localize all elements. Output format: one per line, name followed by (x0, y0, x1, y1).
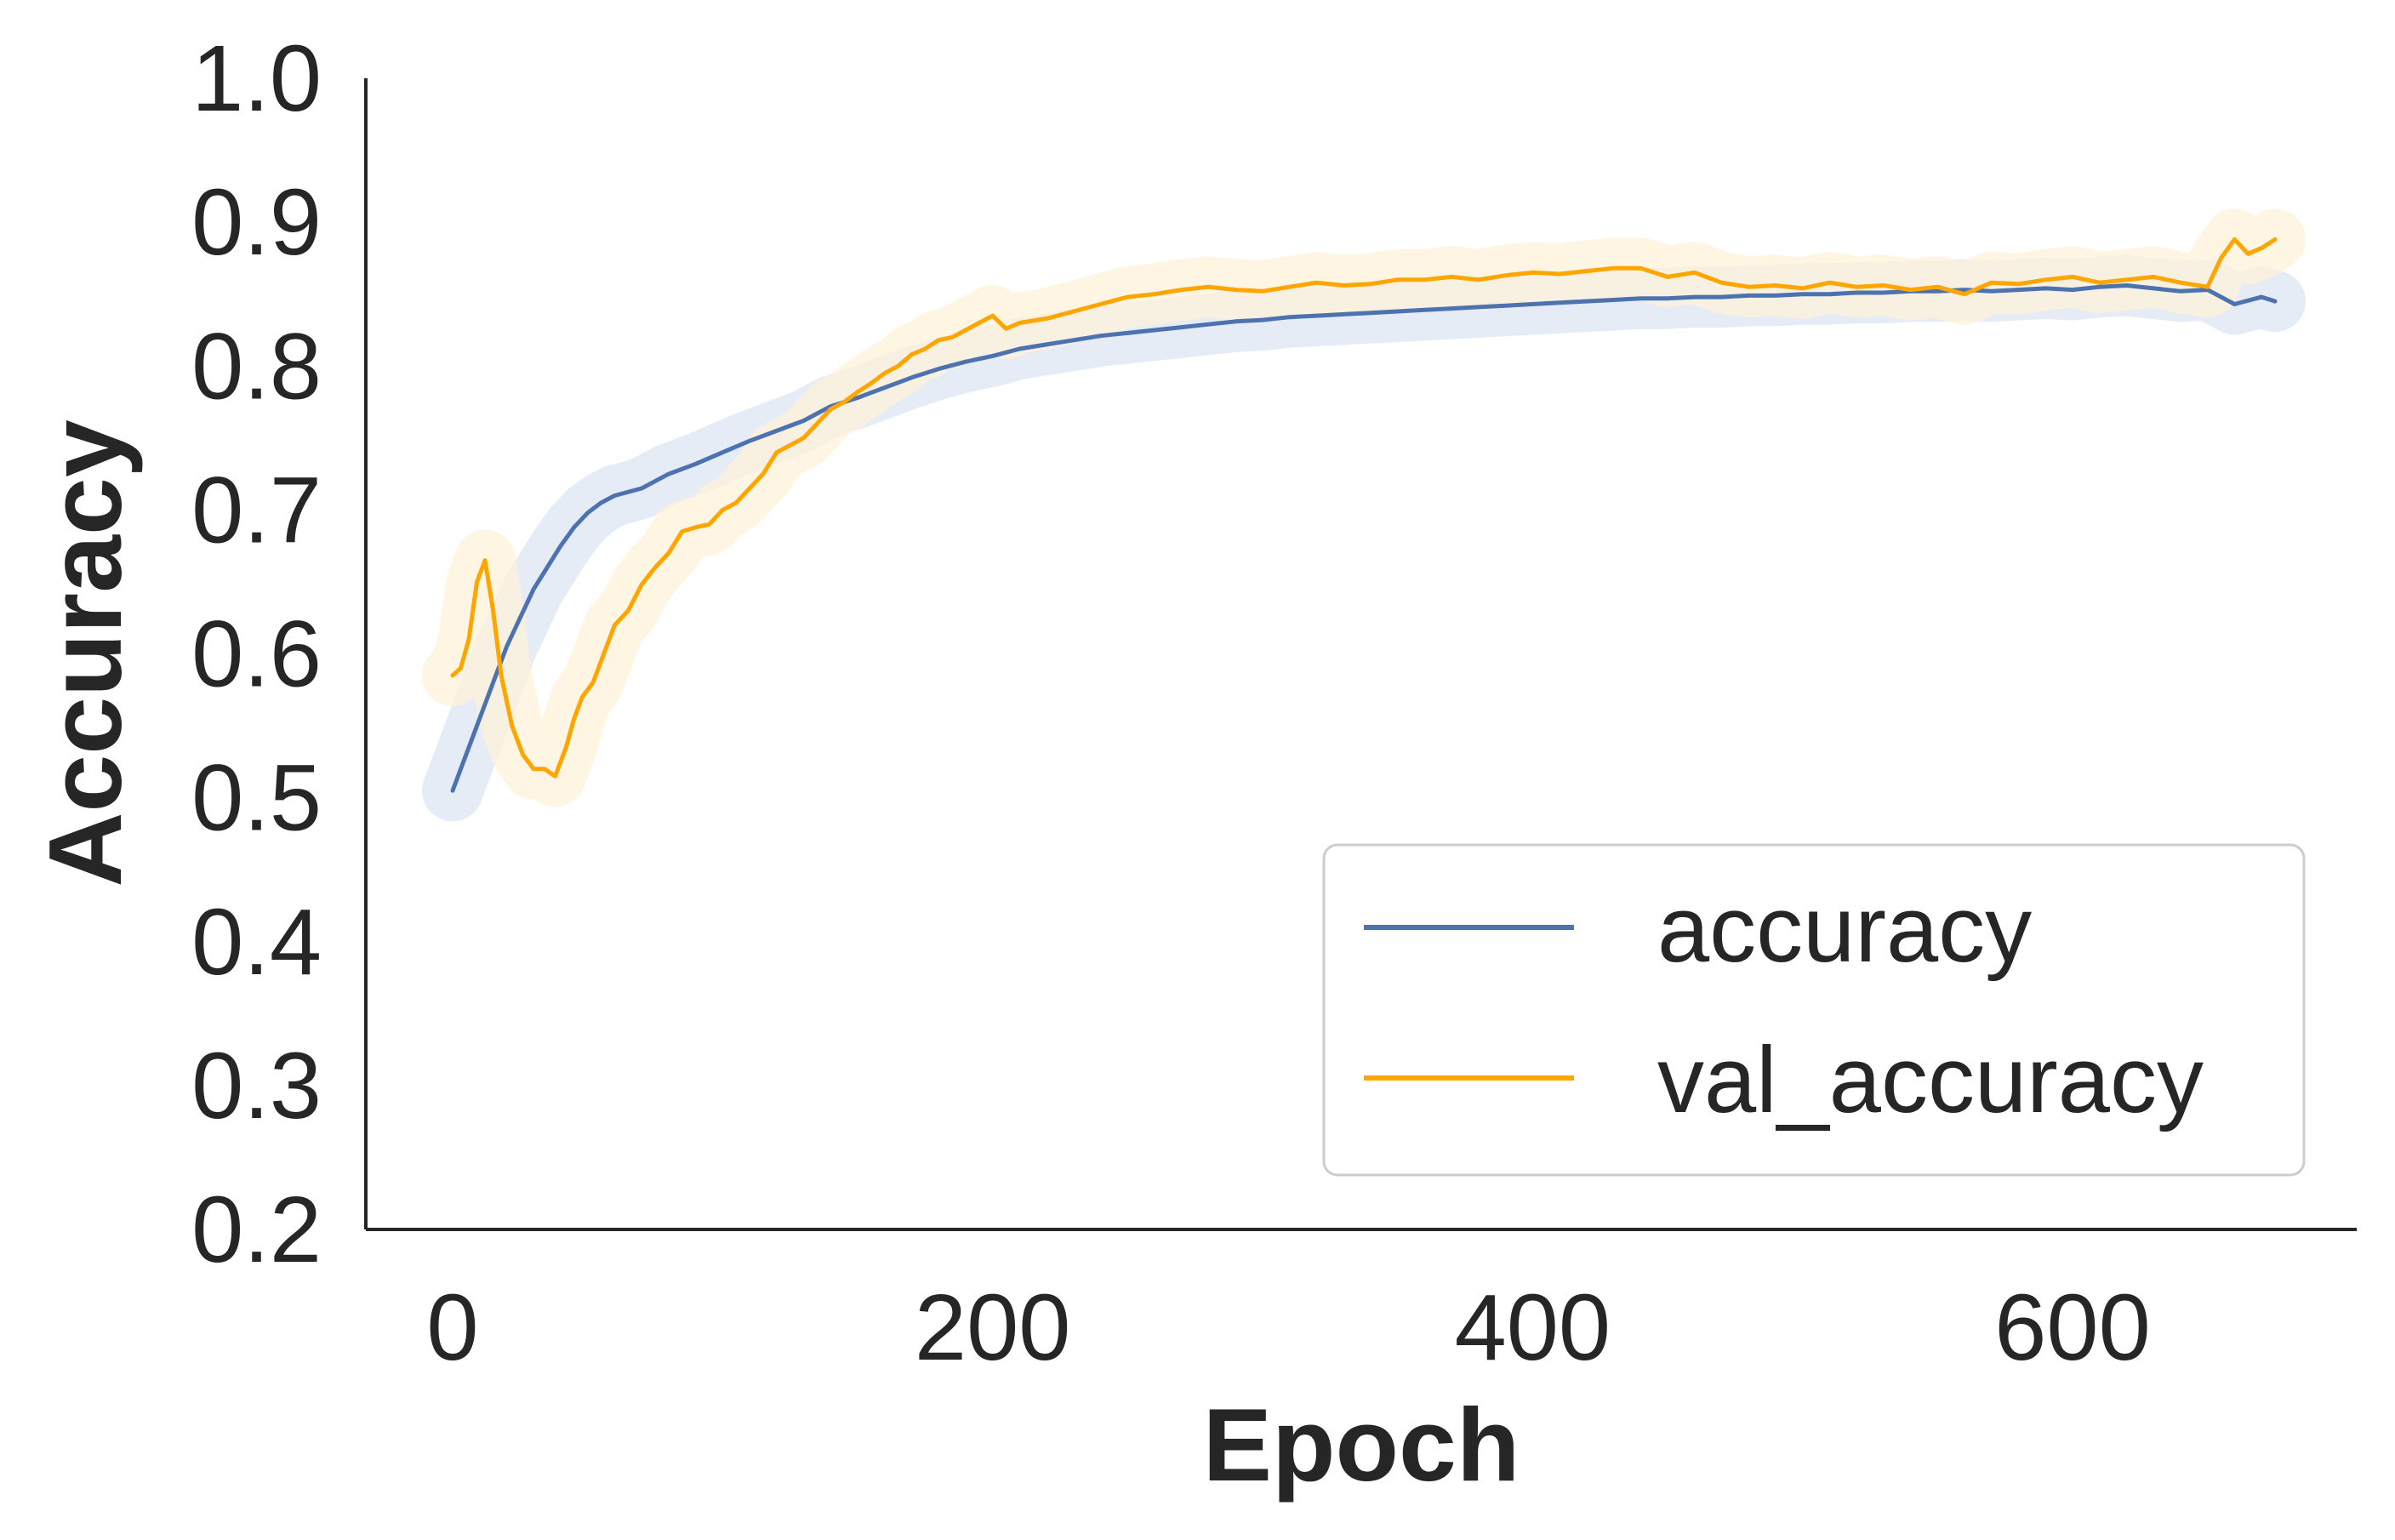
y-tick-label: 0.4 (191, 890, 322, 995)
x-axis-label: Epoch (1203, 1387, 1520, 1503)
x-tick-label: 0 (426, 1275, 478, 1380)
y-tick-label: 0.7 (191, 458, 322, 562)
axes (364, 78, 2357, 1231)
y-tick-label: 0.5 (191, 746, 322, 851)
legend-label-val-accuracy: val_accuracy (1657, 1028, 2204, 1132)
series-lines (450, 237, 2278, 793)
y-tick-label: 0.6 (191, 602, 322, 707)
x-tick-label: 400 (1455, 1275, 1611, 1380)
y-tick-label: 0.2 (191, 1178, 322, 1282)
y-tick-label: 0.3 (191, 1034, 322, 1138)
x-tick-labels: 0 200 400 600 (426, 1275, 2150, 1380)
series-line-val-accuracy (450, 237, 2278, 779)
x-tick-label: 200 (915, 1275, 1071, 1380)
y-tick-label: 0.9 (191, 170, 322, 275)
x-tick-label: 600 (1994, 1275, 2151, 1380)
y-tick-label: 1.0 (191, 26, 322, 131)
confidence-bands (422, 208, 2306, 822)
y-axis-label: Accuracy (27, 419, 143, 887)
y-tick-label: 0.8 (191, 314, 322, 419)
legend: accuracy val_accuracy (1322, 843, 2306, 1177)
y-tick-labels: 0.2 0.3 0.4 0.5 0.6 0.7 0.8 0.9 1.0 (191, 26, 322, 1282)
legend-label-accuracy: accuracy (1657, 877, 2032, 982)
